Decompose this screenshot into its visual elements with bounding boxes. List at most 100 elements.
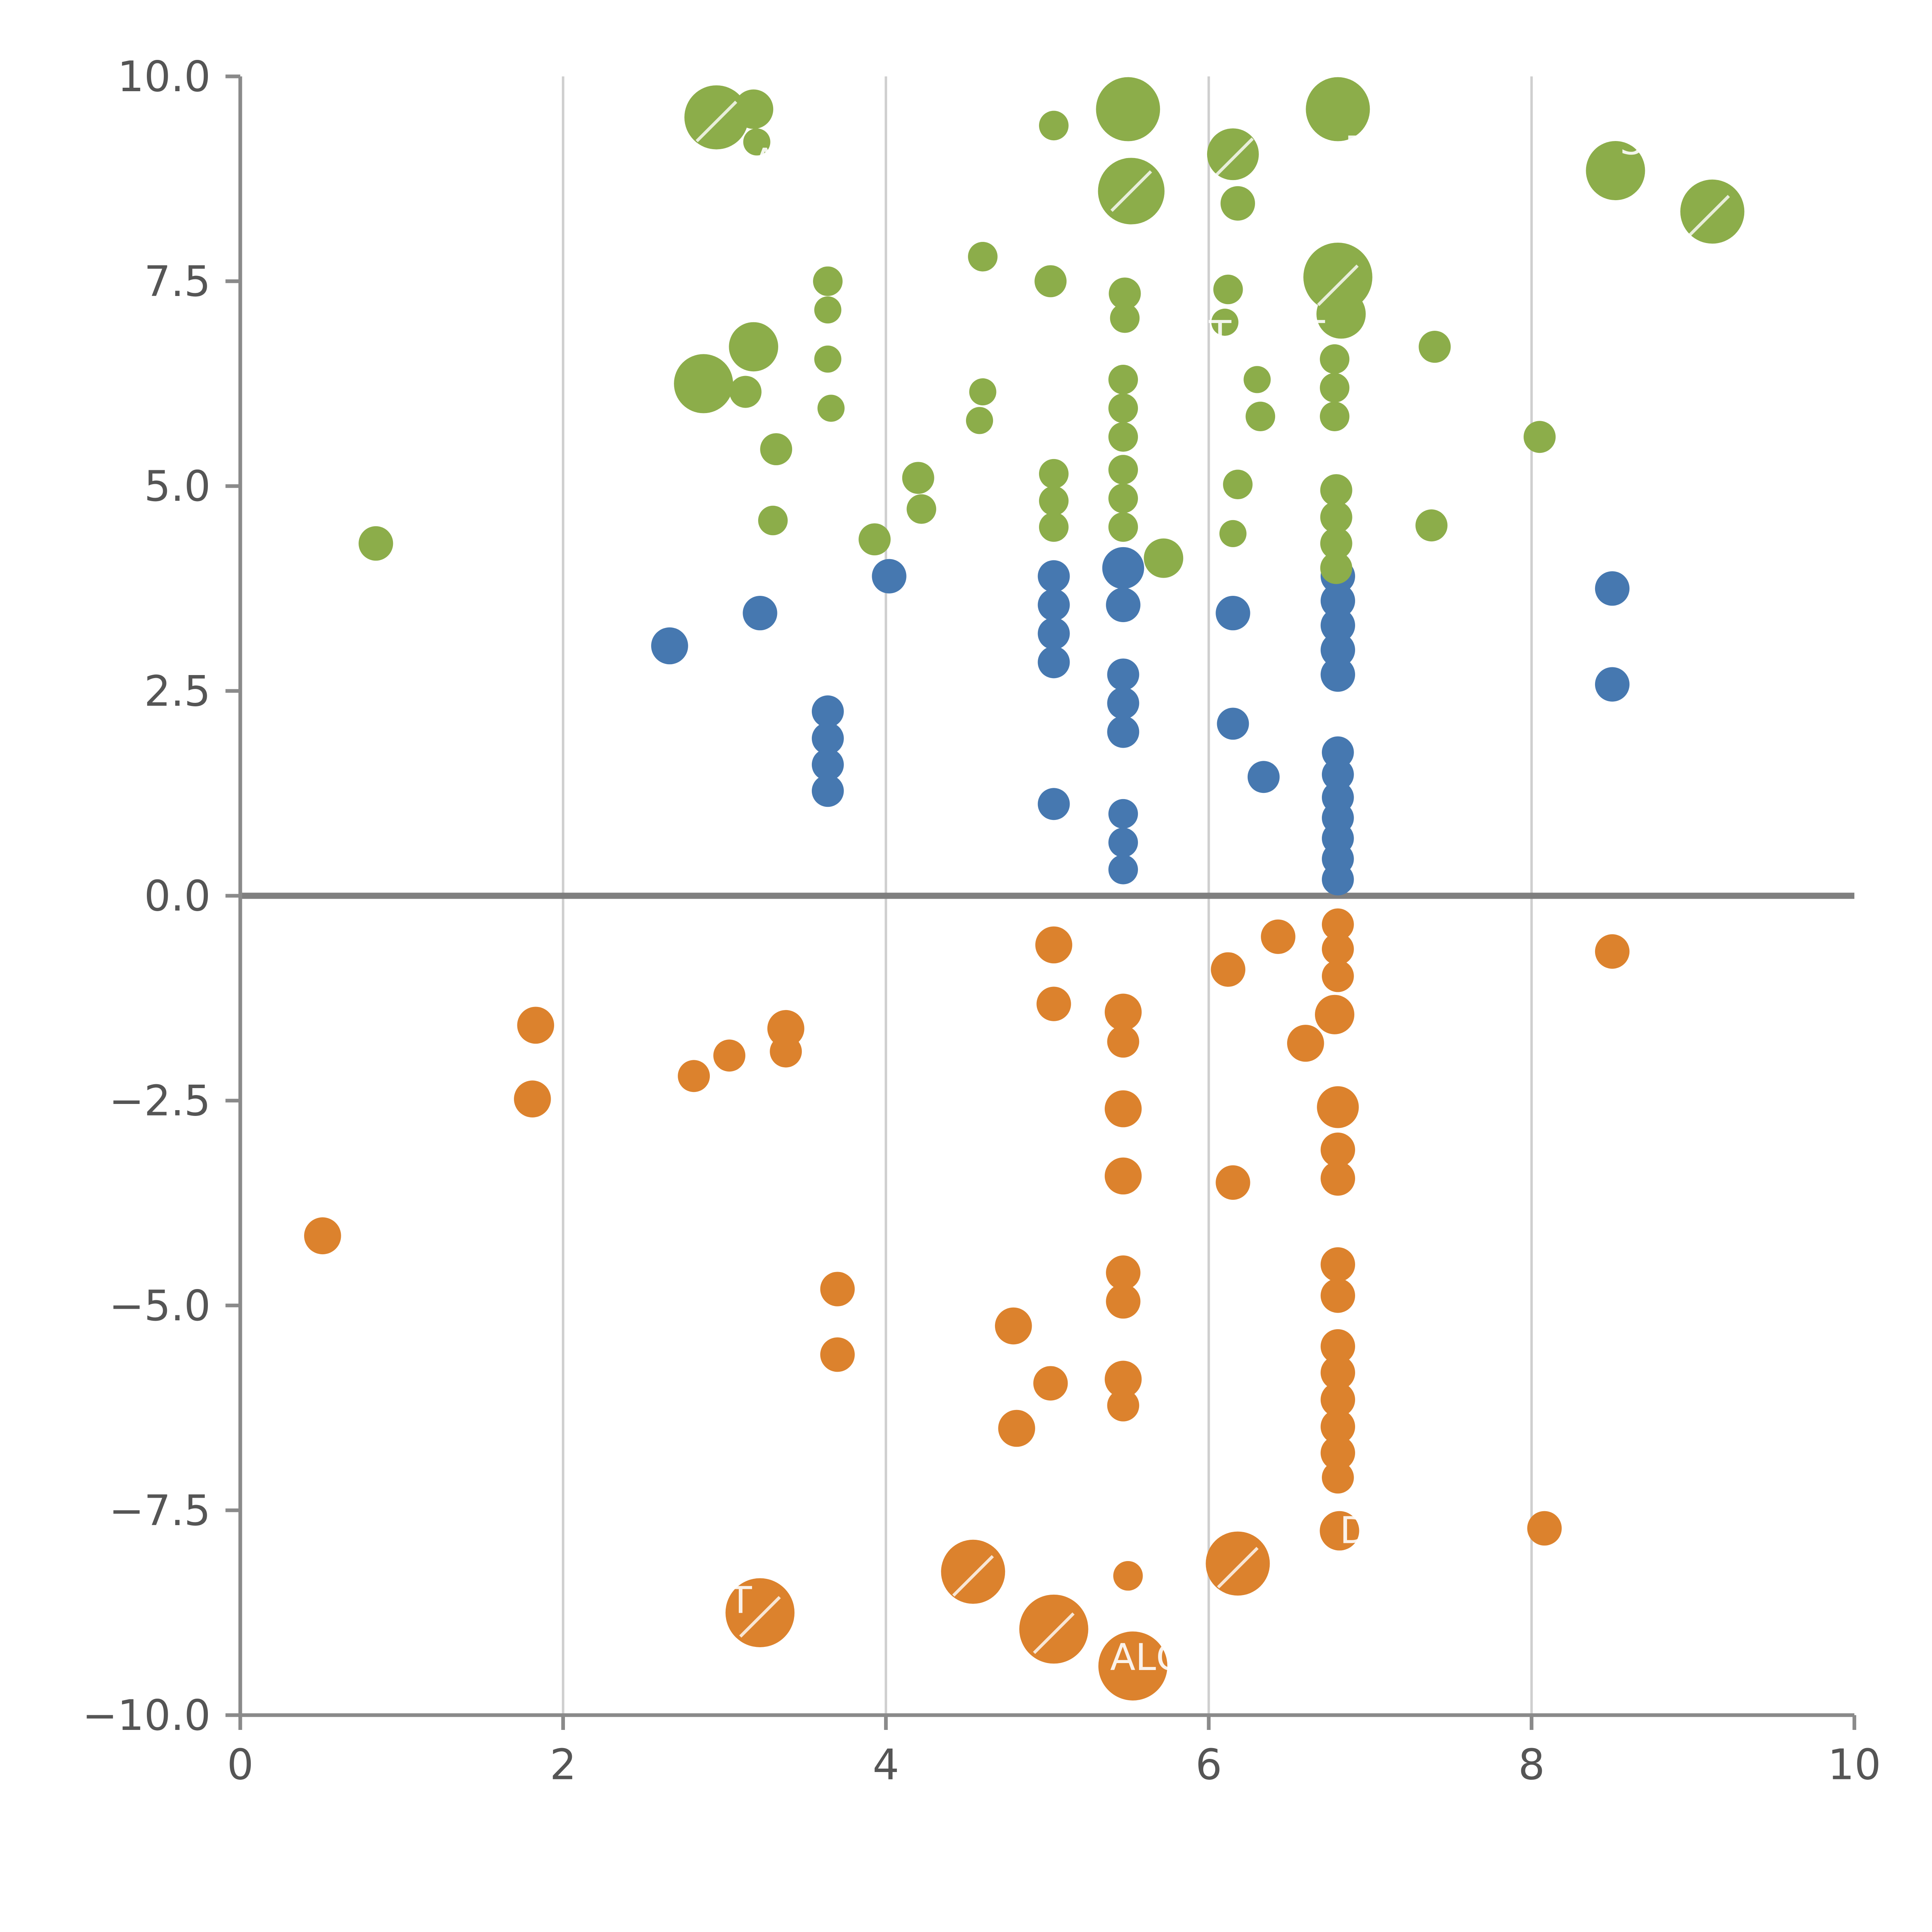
data-point-blue (1037, 788, 1070, 820)
data-point-blue (1037, 646, 1070, 679)
bubble-leader-mark (1688, 195, 1730, 237)
data-point-blue (1595, 667, 1630, 702)
data-point-blue (872, 559, 906, 594)
data-point-green (1220, 186, 1255, 221)
data-point-blue (1108, 799, 1138, 829)
data-point-green (1096, 77, 1160, 141)
data-point-green (1039, 486, 1069, 516)
data-point-blue (651, 627, 688, 665)
data-point-orange (514, 1080, 551, 1117)
data-point-green (1320, 344, 1350, 374)
y-tick-label: −7.5 (109, 1486, 211, 1535)
data-point-orange (1320, 1278, 1355, 1313)
data-point-blue (1247, 761, 1280, 793)
data-point-blue (1106, 587, 1141, 622)
data-point-orange (1320, 1247, 1355, 1282)
data-point-orange (1113, 1561, 1143, 1591)
data-point-blue (1107, 716, 1139, 748)
data-point-green (1320, 373, 1350, 403)
data-point-orange (1106, 1255, 1141, 1290)
data-point-green (729, 322, 778, 372)
data-point-green (1418, 331, 1451, 363)
bubble-label-text: S (1620, 120, 1643, 163)
data-point-green (966, 407, 993, 434)
data-point-green (814, 296, 842, 324)
data-point-green (1108, 422, 1138, 452)
x-tick-label: 0 (227, 1740, 253, 1789)
data-point-blue (1037, 588, 1070, 621)
bubble-leader-mark (952, 1555, 994, 1597)
data-point-blue (811, 748, 844, 781)
data-point-green (1110, 303, 1140, 333)
data-point-green (1211, 308, 1239, 336)
data-point-orange (1320, 1161, 1355, 1196)
data-point-orange (1317, 1086, 1359, 1128)
data-point-orange (1321, 1461, 1354, 1494)
data-point-green (1415, 509, 1448, 542)
data-point-orange (1104, 1090, 1142, 1128)
data-point-orange (1315, 995, 1355, 1034)
data-point-green (906, 494, 936, 524)
x-tick-label: 2 (550, 1740, 577, 1789)
data-point-blue (1107, 687, 1139, 719)
data-point-orange (1527, 1511, 1562, 1546)
data-point-orange (1320, 1355, 1355, 1390)
data-point-orange (713, 1039, 745, 1072)
y-tick-label: 7.5 (144, 257, 211, 306)
data-point-blue (1108, 855, 1138, 884)
x-tick-label: 6 (1196, 1740, 1222, 1789)
data-point-orange (1107, 1026, 1139, 1058)
data-point-blue (1595, 571, 1630, 606)
data-point-green (1320, 552, 1352, 584)
data-point-blue (1037, 560, 1070, 592)
data-point-orange (1320, 1132, 1355, 1167)
axes-group: 0 2 4 6 8 10 10.0 7.5 5.0 2.5 0.0 −2.5 −5.0 −7.5 −10.0 (82, 52, 1881, 1789)
x-tick-label: 8 (1518, 1740, 1545, 1789)
data-point-orange (1106, 1284, 1141, 1319)
data-point-green (1213, 274, 1243, 304)
bubble-label-text: D (1345, 128, 1373, 171)
data-point-green (1039, 512, 1069, 542)
bubble-label-text: T (729, 1578, 752, 1622)
data-point-blue (1320, 608, 1355, 643)
data-point-blue (1320, 633, 1355, 667)
x-tick-label: 10 (1828, 1740, 1881, 1789)
data-point-green (1320, 527, 1352, 560)
data-point-orange (1320, 1382, 1355, 1417)
data-point-blue (1037, 617, 1070, 650)
data-point-green (674, 354, 733, 413)
data-point-orange (1321, 933, 1354, 965)
data-point-green (1524, 421, 1556, 453)
data-point-blue (1107, 658, 1139, 691)
data-point-orange (1216, 1165, 1250, 1200)
bubble-label-text: T (1302, 313, 1325, 356)
data-point-green (1320, 474, 1352, 507)
y-tick-label: −10.0 (82, 1691, 211, 1740)
data-point-orange (1595, 934, 1630, 969)
data-point-orange (820, 1272, 855, 1306)
data-point-orange (1321, 908, 1354, 940)
data-point-green (729, 376, 762, 408)
data-point-blue (1217, 707, 1249, 740)
bubble-label-text: T (1208, 313, 1231, 356)
bubble-leader-mark (739, 1596, 781, 1638)
data-point-green (1243, 366, 1271, 393)
data-point-blue (1102, 547, 1145, 589)
data-point-orange (1104, 1157, 1142, 1195)
data-point-orange (517, 1007, 554, 1044)
data-point-orange (1211, 952, 1245, 987)
data-point-green (1108, 483, 1138, 514)
data-point-orange (998, 1410, 1035, 1447)
data-point-green (743, 128, 770, 156)
data-point-orange (1104, 1361, 1142, 1398)
data-point-blue (743, 596, 777, 631)
data-point-orange (678, 1060, 710, 1092)
data-point-green (359, 526, 393, 561)
data-point-green (1108, 455, 1138, 485)
data-point-orange (1035, 926, 1072, 964)
data-point-orange (1104, 993, 1142, 1031)
data-point-green (684, 85, 749, 150)
data-point-orange (304, 1217, 341, 1255)
